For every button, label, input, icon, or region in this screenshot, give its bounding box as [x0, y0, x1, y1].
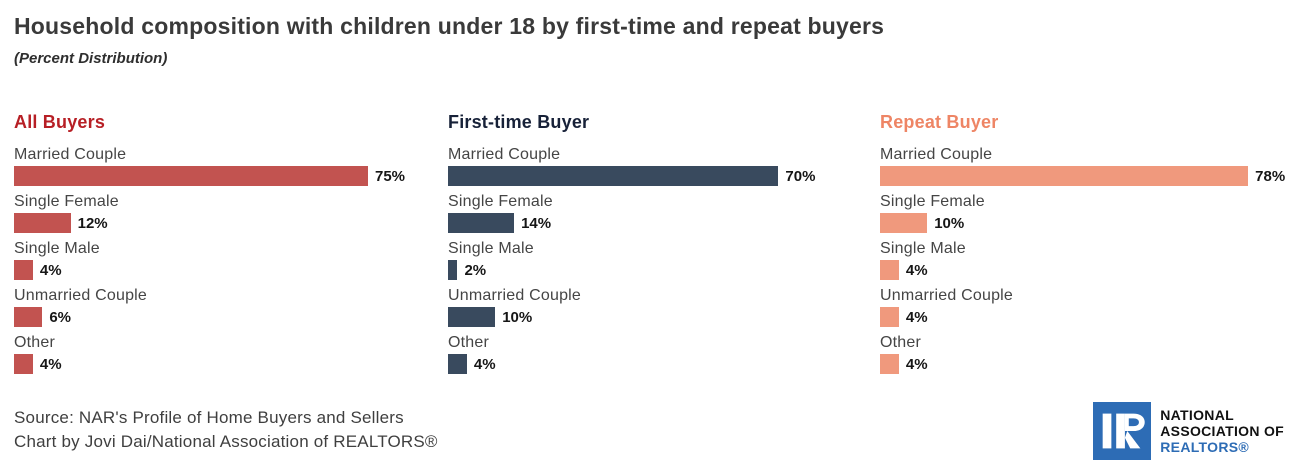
bar-category-label: Married Couple — [448, 146, 561, 163]
bars-repeat-buyer: Married Couple 78% Single Female 10% Single … — [880, 146, 1300, 374]
group-repeat-buyer: Repeat Buyer Married Couple 78% Single Fem… — [880, 112, 1300, 381]
bar-row: Married Couple 75% — [14, 146, 448, 186]
bar — [14, 307, 43, 327]
bar-category-label: Married Couple — [880, 146, 993, 163]
source-line-2: Chart by Jovi Dai/National Association o… — [14, 432, 438, 451]
bar-category-label: Unmarried Couple — [448, 287, 582, 304]
bar-category-label: Single Female — [448, 193, 553, 210]
bar-track: 10% — [880, 213, 1300, 233]
nar-logo-line-2: ASSOCIATION OF — [1160, 423, 1284, 439]
chart-header: Household composition with children unde… — [14, 13, 884, 67]
bar-value-label: 4% — [473, 355, 496, 373]
bar-row: Other 4% — [880, 334, 1300, 374]
bar-track: 78% — [880, 166, 1300, 186]
bar-value-label: 70% — [785, 167, 816, 185]
bar-track: 6% — [14, 307, 448, 327]
bar-track: 12% — [14, 213, 448, 233]
bar-track: 4% — [14, 260, 448, 280]
group-title-repeat-buyer: Repeat Buyer — [880, 112, 999, 132]
bar-value-label: 4% — [39, 261, 62, 279]
bar-track: 4% — [880, 354, 1300, 374]
bar-track: 10% — [448, 307, 880, 327]
bar-track: 4% — [14, 354, 448, 374]
bar — [14, 213, 71, 233]
bar-track: 75% — [14, 166, 448, 186]
bar-track: 4% — [880, 307, 1300, 327]
bar-category-label: Single Female — [880, 193, 985, 210]
bar-category-label: Single Male — [448, 240, 534, 257]
bar — [880, 213, 928, 233]
bar-value-label: 2% — [464, 261, 487, 279]
bar — [880, 354, 899, 374]
nar-logo: NATIONAL ASSOCIATION OF REALTORS® — [1093, 402, 1284, 460]
bar-row: Single Female 10% — [880, 193, 1300, 233]
bars-all-buyers: Married Couple 75% Single Female 12% Single … — [14, 146, 448, 374]
bar-value-label: 6% — [49, 308, 71, 326]
bar-value-label: 10% — [934, 214, 965, 232]
bar-row: Married Couple 70% — [448, 146, 880, 186]
bar-category-label: Married Couple — [14, 146, 127, 163]
bars-first-time-buyer: Married Couple 70% Single Female 14% Single … — [448, 146, 880, 374]
bar-value-label: 14% — [521, 214, 552, 232]
bar-row: Other 4% — [14, 334, 448, 374]
bar-row: Single Male 4% — [880, 240, 1300, 280]
bar-category-label: Single Male — [880, 240, 966, 257]
bar-value-label: 4% — [905, 355, 928, 373]
bar-category-label: Single Male — [14, 240, 100, 257]
bar-category-label: Other — [880, 334, 922, 351]
bar-value-label: 78% — [1255, 167, 1286, 185]
bar-category-label: Other — [14, 334, 56, 351]
bar-category-label: Unmarried Couple — [14, 287, 148, 304]
bar-value-label: 12% — [77, 214, 108, 232]
nar-logo-icon — [1093, 402, 1152, 460]
bar-row: Unmarried Couple 6% — [14, 287, 448, 327]
bar — [14, 166, 368, 186]
group-title-first-time-buyer: First-time Buyer — [448, 112, 590, 132]
bar — [14, 354, 33, 374]
bar-value-label: 4% — [39, 355, 62, 373]
bar-row: Single Male 4% — [14, 240, 448, 280]
bar — [448, 307, 496, 327]
bar-value-label: 10% — [502, 308, 533, 326]
group-title-all-buyers: All Buyers — [14, 112, 106, 132]
bar-track: 2% — [448, 260, 880, 280]
bar-value-label: 4% — [905, 261, 928, 279]
bar-row: Single Female 14% — [448, 193, 880, 233]
bar — [448, 213, 515, 233]
bar-row: Other 4% — [448, 334, 880, 374]
bar — [448, 354, 467, 374]
bar — [448, 166, 779, 186]
bar-value-label: 4% — [905, 308, 928, 326]
bar — [14, 260, 33, 280]
bar-row: Unmarried Couple 4% — [880, 287, 1300, 327]
bar — [448, 260, 458, 280]
group-all-buyers: All Buyers Married Couple 75% Single Femal… — [14, 112, 448, 381]
bar-category-label: Single Female — [14, 193, 119, 210]
bar — [880, 260, 899, 280]
bar-value-label: 75% — [375, 167, 406, 185]
bar-row: Single Male 2% — [448, 240, 880, 280]
nar-logo-text: NATIONAL ASSOCIATION OF REALTORS® — [1160, 407, 1284, 455]
bar-track: 14% — [448, 213, 880, 233]
page-title: Household composition with children unde… — [14, 13, 885, 39]
bar-category-label: Unmarried Couple — [880, 287, 1014, 304]
group-first-time-buyer: First-time Buyer Married Couple 70% Single… — [448, 112, 880, 381]
bar — [880, 166, 1249, 186]
bar-track: 70% — [448, 166, 880, 186]
source-line-1: Source: NAR's Profile of Home Buyers and… — [14, 408, 404, 427]
bar-row: Single Female 12% — [14, 193, 448, 233]
nar-logo-line-1: NATIONAL — [1160, 407, 1234, 423]
bar-track: 4% — [880, 260, 1300, 280]
bar-track: 4% — [448, 354, 880, 374]
bar-row: Unmarried Couple 10% — [448, 287, 880, 327]
bar-row: Married Couple 78% — [880, 146, 1300, 186]
nar-logo-line-3: REALTORS® — [1160, 439, 1249, 455]
bar-category-label: Other — [448, 334, 490, 351]
bar-chart: All Buyers Married Couple 75% Single Femal… — [14, 112, 1300, 381]
bar — [880, 307, 899, 327]
page-subtitle: (Percent Distribution) — [14, 50, 168, 67]
source-note: Source: NAR's Profile of Home Buyers and… — [14, 406, 438, 454]
